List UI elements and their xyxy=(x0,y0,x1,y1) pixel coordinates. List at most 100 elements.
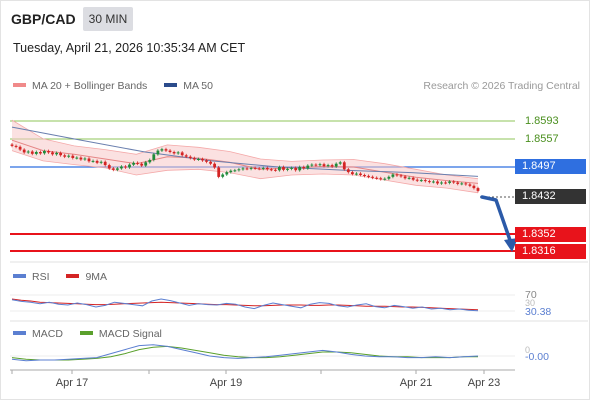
candle-body xyxy=(43,151,46,154)
legend-item-ma20: MA 20 + Bollinger Bands xyxy=(13,80,147,92)
candle-body xyxy=(245,168,249,170)
candle-body xyxy=(99,161,103,163)
candle-body xyxy=(63,155,67,157)
legend-swatch-ma20 xyxy=(13,83,26,88)
legend-label-ma20: MA 20 + Bollinger Bands xyxy=(32,80,148,92)
rsi-level-70: 70 xyxy=(525,289,537,301)
candle-body xyxy=(229,170,233,173)
candle-body xyxy=(379,178,383,180)
candle-body xyxy=(371,176,374,178)
rsi-line xyxy=(11,298,479,312)
candle-body xyxy=(274,169,277,171)
legend-label-macd: MACD xyxy=(32,328,63,340)
candle-body xyxy=(290,167,293,169)
candle-body xyxy=(411,177,415,180)
candle-body xyxy=(152,154,156,160)
rsi-ma-line xyxy=(11,298,479,311)
rsi-legend: RSI 9MA xyxy=(13,271,121,283)
candle-body xyxy=(452,181,456,183)
candle-body xyxy=(306,165,310,169)
candle-body xyxy=(128,164,131,168)
candle-body xyxy=(269,169,273,171)
candle-body xyxy=(172,152,176,154)
timeframe-badge[interactable]: 30 MIN xyxy=(83,7,133,31)
candle-body xyxy=(30,151,34,154)
candle-body xyxy=(464,183,468,185)
rsi-lines xyxy=(11,298,479,312)
candle-body xyxy=(39,152,42,154)
candle-body xyxy=(423,180,427,182)
candle-body xyxy=(448,181,451,183)
resistance-1-label: 1.8557 xyxy=(525,133,559,145)
candle-body xyxy=(67,155,71,157)
legend-label-macd-signal: MACD Signal xyxy=(98,328,162,340)
candle-body xyxy=(355,173,358,175)
candle-body xyxy=(132,162,135,165)
x-axis-ticks xyxy=(11,370,485,374)
rsi-value: 30.38 xyxy=(525,306,552,318)
candle-body xyxy=(22,149,26,153)
bollinger-band-fill xyxy=(12,120,478,193)
candle-body xyxy=(188,156,192,159)
candle-body xyxy=(428,181,431,183)
bollinger-bands xyxy=(11,119,479,194)
last-price-tag: 1.8432 xyxy=(515,189,586,204)
research-credit: Research © 2026 Trading Central xyxy=(423,80,580,92)
candle-body xyxy=(342,162,346,170)
candle-body xyxy=(168,150,172,152)
candle-body xyxy=(346,169,350,173)
bollinger-lower-line xyxy=(11,150,479,194)
candle-body xyxy=(136,162,139,164)
candle-body xyxy=(310,164,314,166)
candle-body xyxy=(192,158,196,160)
candle-body xyxy=(34,152,38,154)
candle-body xyxy=(476,188,480,191)
candle-body xyxy=(286,168,289,170)
candle-body xyxy=(111,168,115,170)
candle-body xyxy=(456,182,460,184)
macd-legend: MACD MACD Signal xyxy=(13,328,176,340)
candle-body xyxy=(367,175,370,177)
support-1-tag: 1.8352 xyxy=(515,227,586,242)
x-tick-label-apr21: Apr 21 xyxy=(399,377,433,389)
legend-label-ma50: MA 50 xyxy=(183,80,213,92)
candle-body xyxy=(79,157,83,160)
candle-body xyxy=(55,152,58,155)
legend-label-rsi-ma: 9MA xyxy=(85,271,108,283)
rsi-level-30: 30 xyxy=(525,298,536,308)
candle-body xyxy=(201,159,204,161)
candle-body xyxy=(18,146,22,150)
candle-body xyxy=(237,169,241,171)
x-tick-label-apr19: Apr 19 xyxy=(209,377,243,389)
candle-body xyxy=(120,166,123,169)
bollinger-upper-line xyxy=(11,119,479,180)
forecast-arrow xyxy=(480,195,518,252)
candle-body xyxy=(221,174,225,177)
moving-averages xyxy=(11,126,479,184)
candle-body xyxy=(160,149,164,151)
candle-body xyxy=(47,151,50,153)
candle-body xyxy=(26,151,30,153)
legend-item-ma50: MA 50 xyxy=(164,80,213,92)
candle-body xyxy=(265,167,269,170)
macd-value: -0.00 xyxy=(525,351,549,363)
candle-body xyxy=(302,167,306,169)
candle-body xyxy=(176,152,180,154)
candle-body xyxy=(294,167,298,171)
candle-body xyxy=(387,176,391,179)
candle-body xyxy=(249,167,253,169)
candle-body xyxy=(363,175,366,176)
legend-swatch-ma50 xyxy=(164,83,178,88)
candle-body xyxy=(314,164,318,166)
candle-body xyxy=(407,177,411,179)
candle-body xyxy=(116,168,119,170)
legend-swatch-macd xyxy=(13,331,26,336)
candle-body xyxy=(103,161,107,166)
candle-body xyxy=(107,165,111,169)
candle-body xyxy=(472,185,476,189)
candle-body xyxy=(460,183,464,185)
macd-lines xyxy=(11,344,479,362)
x-tick-label-apr23: Apr 23 xyxy=(467,377,501,389)
timestamp: Tuesday, April 21, 2026 10:35:34 AM CET xyxy=(13,41,246,55)
candle-body xyxy=(213,163,216,168)
